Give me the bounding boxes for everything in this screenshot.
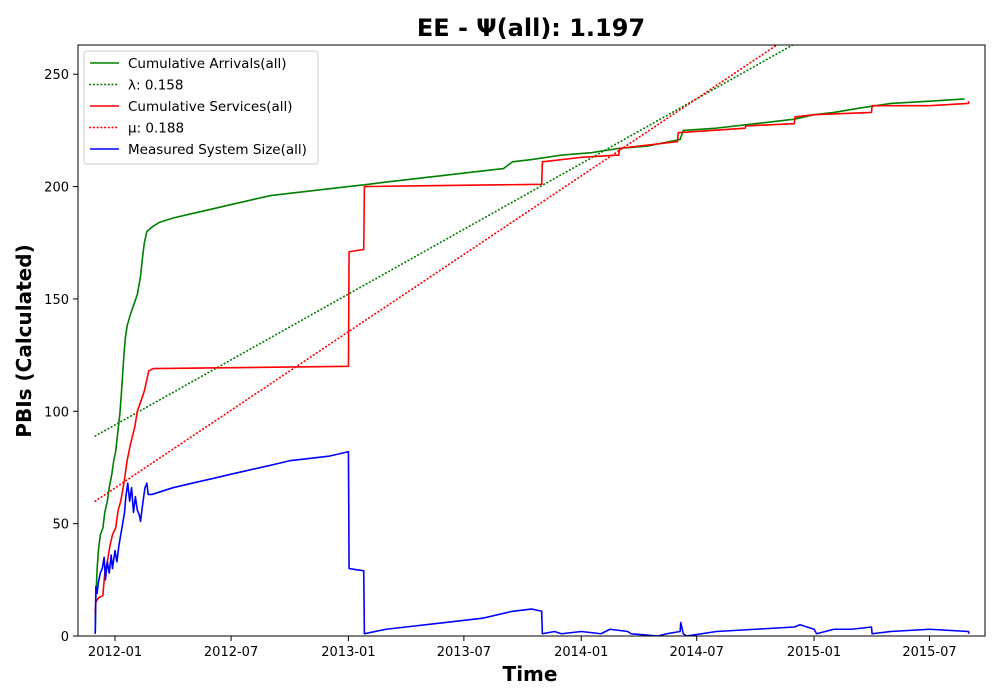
x-axis-label: Time (503, 662, 558, 686)
x-tick-label: 2012-01 (88, 645, 142, 660)
x-tick-label: 2014-01 (554, 645, 608, 660)
x-tick-label: 2014-07 (670, 645, 724, 660)
legend-label: Cumulative Arrivals(all) (128, 56, 287, 72)
legend-label: Cumulative Services(all) (128, 99, 293, 115)
series-line-4 (94, 45, 779, 503)
y-tick-label: 250 (44, 68, 69, 83)
plot-frame (77, 44, 986, 637)
x-tick-label: 2013-07 (437, 645, 491, 660)
y-axis-label: PBIs (Calculated) (12, 244, 36, 437)
series-line-2 (94, 45, 795, 437)
series-layer (94, 45, 970, 636)
series-line-5 (94, 450, 970, 636)
y-tick-label: 50 (52, 518, 69, 533)
x-tick-label: 2015-07 (902, 645, 956, 660)
legend-label: λ: 0.158 (128, 78, 183, 94)
x-tick-label: 2013-01 (321, 645, 375, 660)
y-tick-label: 0 (61, 630, 69, 645)
series-line-3 (94, 100, 970, 614)
x-tick-label: 2015-01 (787, 645, 841, 660)
legend-label: Measured System Size(all) (128, 142, 307, 158)
x-tick-label: 2012-07 (204, 645, 258, 660)
y-axis: 0 50 100 150 200 250 (44, 68, 78, 645)
legend-box (83, 50, 319, 165)
series-line-1 (94, 98, 965, 634)
y-tick-label: 150 (44, 293, 69, 308)
x-axis: 2012-01 2012-07 2013-01 2013-07 2014-01 2014-… (88, 636, 957, 660)
legend: Cumulative Arrivals(all) λ: 0.158 Cumulati… (83, 50, 319, 165)
y-tick-label: 200 (44, 181, 69, 196)
legend-label: μ: 0.188 (128, 121, 184, 137)
y-tick-label: 100 (44, 405, 69, 420)
chart-title: EE - Ψ(all): 1.197 (417, 14, 645, 42)
